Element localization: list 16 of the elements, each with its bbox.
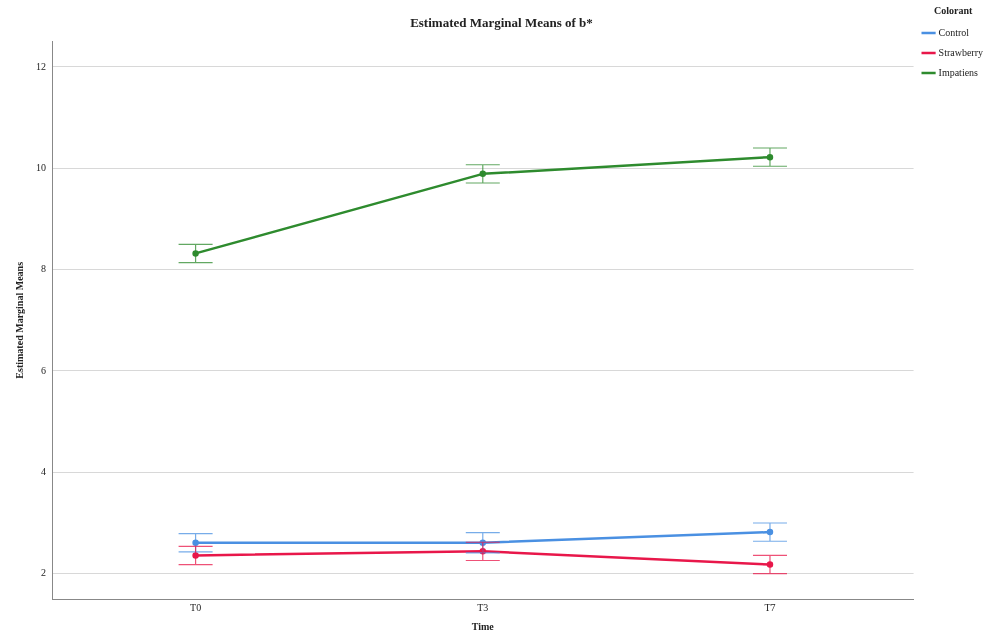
x-tick-label: T7 — [764, 601, 776, 613]
x-tick-label: T0 — [190, 601, 202, 613]
x-axis-title: Time — [471, 620, 495, 632]
y-axis-title: Estimated Marginal Means — [13, 261, 25, 379]
legend-label: Strawberry — [938, 46, 984, 58]
legend-label: Control — [938, 26, 970, 38]
y-tick-label: 6 — [41, 364, 46, 376]
y-tick-label: 4 — [41, 465, 46, 477]
y-tick-label: 8 — [41, 263, 46, 275]
chart-title: Estimated Marginal Means of b* — [410, 15, 593, 31]
legend-label: Impatiens — [938, 66, 979, 78]
legend-title: Colorant — [934, 4, 974, 16]
y-tick-label: 10 — [36, 161, 46, 173]
x-tick-label: T3 — [477, 601, 489, 613]
y-tick-label: 2 — [41, 567, 46, 579]
y-tick-label: 12 — [36, 60, 46, 72]
